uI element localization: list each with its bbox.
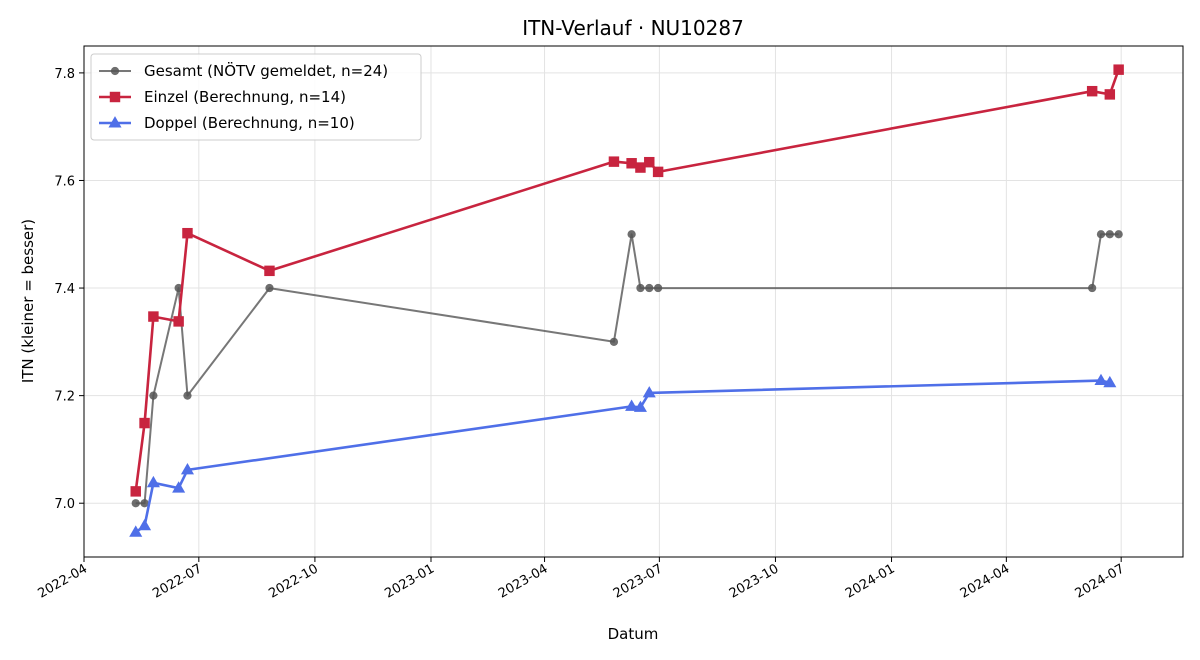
data-point	[636, 283, 645, 293]
y-ticks: 7.0 7.2 7.4 7.6 7.8	[54, 67, 84, 512]
data-point	[264, 265, 275, 277]
y-tick-label: 7.6	[54, 174, 75, 189]
data-point	[1088, 283, 1097, 293]
series-triangle	[129, 373, 1117, 537]
data-point	[139, 417, 150, 429]
x-tick-label: 2023-10	[727, 561, 782, 601]
data-point	[172, 481, 186, 493]
data-point	[138, 518, 152, 531]
series-layer	[129, 64, 1124, 537]
data-point	[626, 158, 637, 169]
legend-item: Doppel (Berechnung, n=10)	[99, 114, 355, 132]
data-point	[109, 91, 121, 103]
series-square	[130, 64, 1124, 497]
data-point	[180, 462, 194, 475]
data-point	[1086, 85, 1098, 97]
y-axis-label: ITN (kleiner = besser)	[19, 219, 37, 383]
x-tick-label: 2022-10	[266, 561, 321, 601]
data-point	[645, 283, 654, 293]
legend-label: Doppel (Berechnung, n=10)	[144, 114, 355, 132]
series-circle	[131, 230, 1123, 508]
x-tick-label: 2023-04	[496, 561, 551, 601]
y-tick-label: 7.8	[54, 67, 75, 82]
data-point	[1096, 230, 1106, 239]
data-point	[1114, 230, 1123, 239]
series-line	[134, 379, 1111, 534]
data-point	[644, 156, 655, 168]
data-point	[129, 525, 143, 537]
legend-label: Einzel (Berechnung, n=14)	[144, 88, 346, 106]
data-point	[608, 156, 620, 167]
data-point	[131, 499, 140, 508]
data-point	[149, 391, 158, 400]
data-point	[633, 400, 647, 412]
data-point	[627, 230, 636, 239]
y-tick-label: 7.2	[54, 390, 75, 405]
legend-item: Einzel (Berechnung, n=14)	[99, 88, 346, 106]
x-axis-label: Datum	[608, 625, 659, 643]
data-point	[183, 391, 192, 400]
legend-label: Gesamt (NÖTV gemeldet, n=24)	[144, 61, 388, 80]
x-ticks: 2022-04 2022-07 2022-10 2023-01 2023-04 2023-…	[35, 557, 1127, 602]
data-point	[653, 283, 663, 293]
legend: Gesamt (NÖTV gemeldet, n=24) Einzel (Bere…	[90, 53, 422, 141]
data-point	[625, 399, 639, 411]
data-point	[642, 386, 656, 398]
data-point	[1113, 64, 1124, 75]
data-point	[182, 227, 193, 239]
x-tick-label: 2023-01	[382, 561, 437, 601]
y-tick-label: 7.0	[54, 497, 75, 512]
data-point	[130, 486, 141, 497]
data-point	[652, 166, 664, 178]
series-line	[135, 233, 1119, 505]
data-point	[146, 475, 160, 488]
x-tick-label: 2024-04	[958, 561, 1013, 601]
data-point	[609, 337, 619, 346]
x-tick-label: 2022-07	[150, 561, 205, 601]
plot-frame	[83, 45, 1184, 558]
y-tick-label: 7.4	[54, 282, 75, 297]
legend-box	[90, 53, 422, 141]
data-point	[173, 316, 184, 327]
data-point	[635, 162, 646, 173]
data-point	[148, 311, 159, 322]
x-tick-label: 2024-01	[843, 561, 898, 601]
data-point	[1104, 89, 1116, 100]
chart-title: ITN-Verlauf · NU10287	[522, 16, 744, 40]
data-point	[108, 116, 122, 128]
data-point	[140, 499, 149, 508]
x-tick-label: 2022-04	[35, 561, 90, 601]
data-point	[265, 283, 274, 293]
data-point	[110, 66, 120, 76]
data-point	[1105, 230, 1114, 239]
x-tick-label: 2023-07	[611, 561, 666, 601]
data-point	[1103, 375, 1117, 388]
x-tick-label: 2024-07	[1073, 561, 1128, 601]
legend-item: Gesamt (NÖTV gemeldet, n=24)	[99, 61, 388, 80]
data-point	[1094, 373, 1108, 386]
